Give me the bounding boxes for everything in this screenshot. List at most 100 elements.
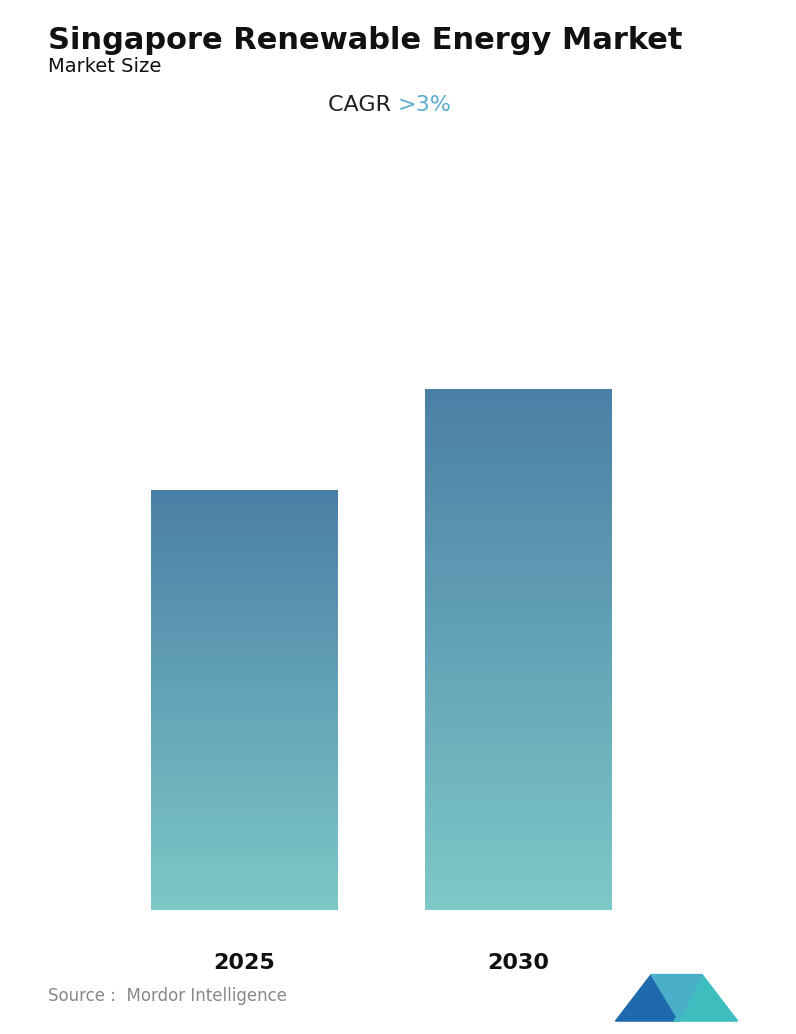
- Bar: [425, 785, 612, 786]
- Bar: [425, 795, 612, 796]
- Bar: [425, 747, 612, 749]
- Bar: [425, 590, 612, 592]
- Bar: [150, 582, 338, 583]
- Bar: [425, 536, 612, 538]
- Bar: [425, 716, 612, 718]
- Bar: [150, 650, 338, 651]
- Bar: [150, 764, 338, 765]
- Bar: [150, 833, 338, 834]
- Bar: [150, 766, 338, 767]
- Bar: [150, 819, 338, 820]
- Bar: [425, 818, 612, 819]
- Bar: [150, 825, 338, 826]
- Bar: [425, 435, 612, 437]
- Bar: [150, 514, 338, 515]
- Bar: [150, 551, 338, 552]
- Bar: [425, 518, 612, 519]
- Bar: [150, 627, 338, 628]
- Bar: [150, 535, 338, 536]
- Bar: [425, 478, 612, 479]
- Bar: [425, 770, 612, 771]
- Bar: [150, 510, 338, 511]
- Bar: [150, 890, 338, 891]
- Bar: [425, 876, 612, 877]
- Bar: [150, 901, 338, 902]
- Bar: [425, 734, 612, 735]
- Bar: [425, 530, 612, 533]
- Bar: [425, 750, 612, 751]
- Bar: [425, 754, 612, 755]
- Bar: [150, 738, 338, 739]
- Bar: [150, 680, 338, 681]
- Bar: [425, 492, 612, 493]
- Bar: [150, 740, 338, 741]
- Bar: [150, 722, 338, 723]
- Bar: [150, 638, 338, 639]
- Bar: [425, 523, 612, 524]
- Bar: [150, 778, 338, 779]
- Bar: [150, 885, 338, 886]
- Bar: [425, 720, 612, 721]
- Bar: [150, 727, 338, 728]
- Bar: [150, 521, 338, 522]
- Bar: [150, 838, 338, 839]
- Bar: [150, 723, 338, 724]
- Bar: [150, 525, 338, 527]
- Bar: [425, 573, 612, 574]
- Bar: [150, 750, 338, 751]
- Bar: [425, 698, 612, 699]
- Bar: [425, 789, 612, 790]
- Bar: [150, 760, 338, 761]
- Bar: [150, 548, 338, 549]
- Bar: [425, 557, 612, 558]
- Bar: [425, 669, 612, 670]
- Bar: [150, 888, 338, 889]
- Bar: [150, 681, 338, 682]
- Bar: [150, 534, 338, 535]
- Bar: [150, 899, 338, 900]
- Bar: [150, 562, 338, 564]
- Bar: [150, 702, 338, 703]
- Bar: [150, 704, 338, 705]
- Bar: [425, 595, 612, 596]
- Bar: [425, 465, 612, 467]
- Bar: [150, 859, 338, 860]
- Bar: [425, 601, 612, 603]
- Bar: [150, 570, 338, 571]
- Bar: [150, 515, 338, 516]
- Bar: [425, 464, 612, 465]
- Bar: [150, 645, 338, 646]
- Bar: [150, 543, 338, 544]
- Bar: [150, 661, 338, 662]
- Bar: [150, 558, 338, 559]
- Bar: [150, 907, 338, 908]
- Bar: [425, 598, 612, 599]
- Bar: [425, 508, 612, 509]
- Bar: [150, 538, 338, 539]
- Bar: [150, 709, 338, 710]
- Bar: [425, 455, 612, 457]
- Bar: [150, 545, 338, 546]
- Bar: [425, 854, 612, 855]
- Bar: [425, 514, 612, 515]
- Bar: [425, 624, 612, 625]
- Bar: [425, 433, 612, 434]
- Bar: [425, 753, 612, 754]
- Bar: [425, 721, 612, 723]
- Bar: [150, 751, 338, 752]
- Bar: [425, 860, 612, 861]
- Bar: [150, 756, 338, 757]
- Bar: [150, 507, 338, 508]
- Bar: [425, 608, 612, 609]
- Bar: [150, 528, 338, 529]
- Bar: [150, 779, 338, 780]
- Bar: [425, 766, 612, 768]
- Bar: [425, 468, 612, 469]
- Bar: [425, 625, 612, 626]
- Bar: [425, 793, 612, 794]
- Bar: [150, 809, 338, 810]
- Bar: [150, 893, 338, 894]
- Bar: [150, 854, 338, 855]
- Bar: [150, 546, 338, 547]
- Bar: [425, 851, 612, 853]
